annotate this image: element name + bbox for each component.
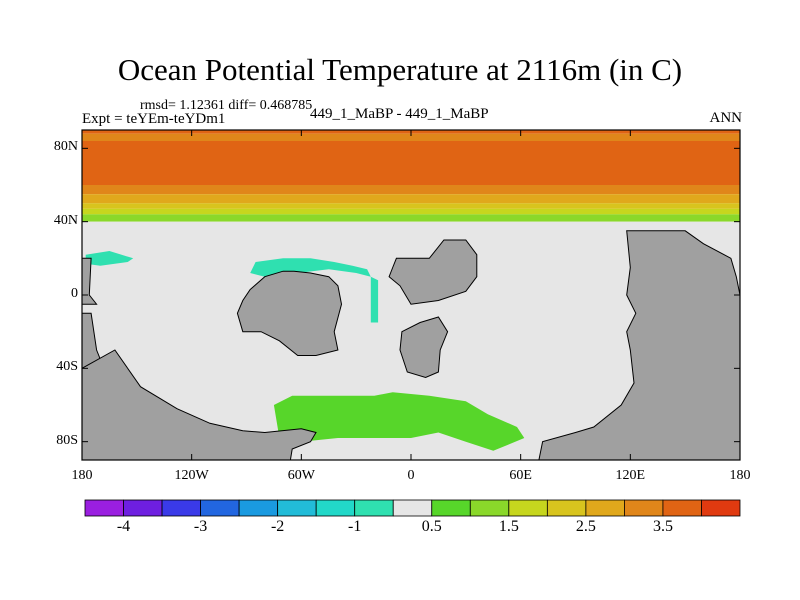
- case-label: 449_1_MaBP - 449_1_MaBP: [310, 106, 489, 122]
- x-tick-label: 120E: [615, 468, 646, 483]
- y-tick-label: 40N: [53, 212, 78, 228]
- colorbar-swatch: [315, 499, 356, 517]
- land-africa-south: [399, 316, 449, 379]
- colorbar-swatch: [354, 499, 394, 517]
- temperature-band: [82, 208, 740, 215]
- x-tick-label: 60E: [509, 468, 532, 483]
- x-tick-label: 60W: [287, 468, 315, 483]
- x-tick-label: 0: [407, 468, 415, 483]
- colorbar-label: 3.5: [652, 518, 673, 535]
- colorbar-swatch: [238, 499, 279, 517]
- temperature-band: [82, 185, 740, 195]
- stats-line: rmsd= 1.12361 diff= 0.468785: [140, 98, 313, 113]
- y-tick-label: 0: [71, 286, 78, 301]
- colorbar-swatch: [585, 499, 625, 517]
- colorbar-label: 0.5: [421, 518, 442, 535]
- y-tick-label: 80N: [53, 139, 78, 155]
- season-label: ANN: [709, 110, 743, 126]
- land-north-atlantic-land: [236, 270, 343, 356]
- colorbar-swatch: [431, 499, 471, 517]
- temperature-band: [82, 203, 740, 209]
- temperature-band: [82, 194, 740, 204]
- colorbar-swatch: [392, 499, 433, 517]
- temperature-band: [82, 214, 740, 222]
- colorbar-label: 1.5: [498, 518, 519, 535]
- experiment-label: Expt = teYEm-teYDm1: [82, 111, 226, 127]
- colorbar-label: -3: [193, 518, 208, 535]
- temperature-band: [82, 133, 740, 141]
- colorbar-label: -2: [270, 518, 285, 535]
- land-europe-africa-north: [388, 239, 478, 305]
- temperature-band: [82, 141, 740, 185]
- y-tick-label: 40S: [56, 359, 78, 375]
- x-tick-label: 180: [729, 468, 751, 483]
- colorbar-label: -1: [348, 518, 362, 535]
- colorbar-swatch: [624, 499, 664, 517]
- chart-title: Ocean Potential Temperature at 2116m (in…: [117, 52, 683, 87]
- colorbar-swatch: [508, 499, 548, 517]
- colorbar-swatch: [469, 499, 510, 517]
- y-tick-label: 80S: [56, 432, 78, 448]
- colorbar-label: 2.5: [575, 518, 596, 535]
- colorbar-swatch: [161, 499, 201, 517]
- colorbar-swatch: [123, 499, 163, 517]
- x-tick-label: 120W: [174, 468, 209, 483]
- x-tick-label: 180: [71, 468, 93, 483]
- anomaly-positive-southern-atlantic-green: [273, 392, 525, 451]
- colorbar-swatch: [200, 499, 240, 517]
- land-americas-south: [81, 349, 317, 461]
- colorbar-swatch: [701, 499, 741, 517]
- colorbar-swatch: [84, 499, 124, 517]
- anomaly-negative-cyan-east-atlantic: [370, 276, 379, 323]
- colorbar-swatch: [662, 499, 702, 517]
- colorbar-swatch: [546, 499, 587, 517]
- colorbar-swatch: [277, 499, 317, 517]
- colorbar-label: -4: [116, 518, 131, 535]
- land-asia-australia: [538, 230, 741, 461]
- anomaly-negative-cyan-north-pacific: [85, 251, 134, 266]
